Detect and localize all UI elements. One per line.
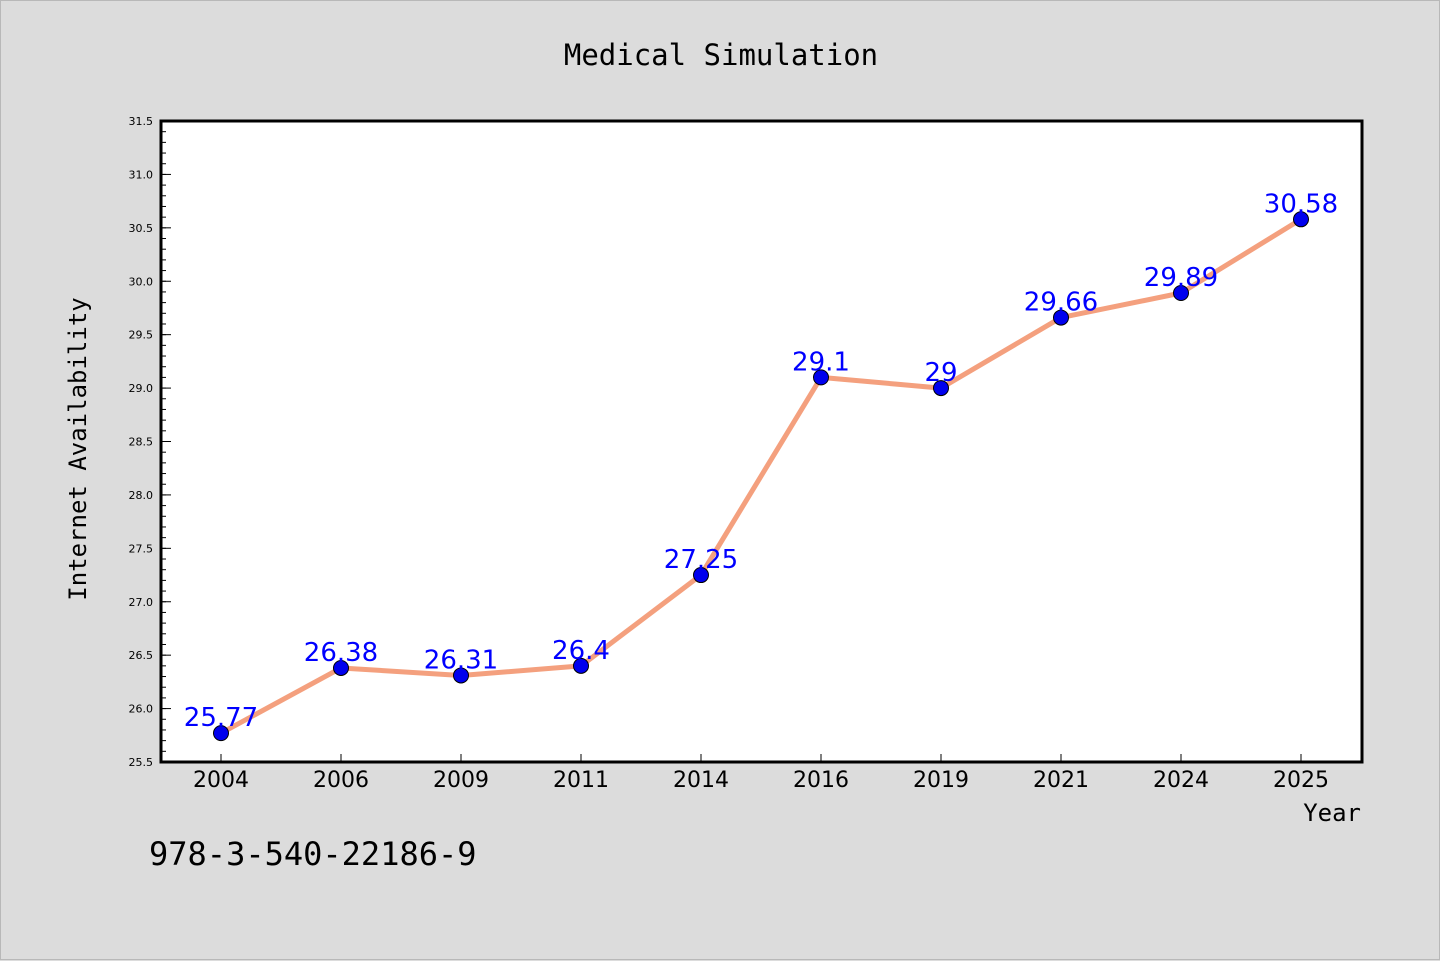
y-tick-label: 26.0	[129, 703, 154, 716]
y-tick-label: 26.5	[129, 649, 154, 662]
data-label: 27.25	[664, 545, 738, 575]
x-tick-label: 2021	[1033, 768, 1089, 793]
y-axis: 25.5 26.0 26.5 27.0 27.5 28.0 28.5 29.0 29.5 30.0…	[129, 115, 171, 769]
data-point	[813, 369, 829, 386]
y-tick-label: 30.5	[129, 222, 154, 235]
data-point	[1293, 211, 1309, 228]
x-tick-label: 2011	[553, 768, 609, 793]
y-tick-label: 29.0	[129, 382, 154, 395]
data-point	[573, 657, 589, 674]
series-line	[218, 216, 1304, 736]
y-tick-label: 29.5	[129, 329, 154, 342]
x-tick-label: 2009	[433, 768, 489, 793]
data-label: 29.89	[1144, 263, 1218, 293]
data-label: 26.38	[304, 638, 378, 668]
data-point	[333, 659, 349, 676]
x-tick-label: 2016	[793, 768, 849, 793]
x-tick-label: 2024	[1153, 768, 1209, 793]
y-tick-label: 28.0	[129, 489, 154, 502]
data-labels: 25.77 26.38 26.31 26.4 27.25 29.1 29 29.66 29.89…	[184, 189, 1338, 733]
data-point	[933, 380, 949, 397]
data-label: 30.58	[1264, 189, 1338, 219]
data-point	[453, 667, 469, 684]
y-tick-label: 27.0	[129, 596, 154, 609]
data-point	[1173, 285, 1189, 302]
data-label: 26.31	[424, 645, 498, 675]
data-label: 26.4	[552, 636, 610, 666]
x-tick-label: 2014	[673, 768, 729, 793]
footer-code: 978-3-540-22186-9	[149, 835, 477, 873]
x-tick-label: 2004	[193, 768, 249, 793]
data-point	[693, 567, 709, 584]
data-point	[213, 725, 229, 742]
series-markers	[213, 211, 1309, 742]
x-tick-label: 2025	[1273, 768, 1329, 793]
y-axis-label: Internet Availability	[64, 297, 92, 600]
plot-area	[159, 119, 1364, 764]
y-tick-label: 25.5	[129, 756, 154, 769]
y-tick-label: 30.0	[129, 275, 154, 288]
data-label: 29.66	[1024, 288, 1098, 318]
data-label: 29.1	[792, 347, 850, 377]
data-label: 29	[924, 358, 957, 388]
x-tick-label: 2019	[913, 768, 969, 793]
x-axis: 2004 2006 2009 2011 2014 2016 2019 2021 2024 2025	[193, 754, 1329, 793]
y-tick-label: 31.5	[129, 115, 154, 128]
y-tick-label: 27.5	[129, 542, 154, 555]
x-axis-label: Year	[1303, 799, 1361, 827]
y-tick-label: 28.5	[129, 436, 154, 449]
y-tick-label: 31.0	[129, 168, 154, 181]
data-point	[1053, 309, 1069, 326]
chart-title: Medical Simulation	[564, 38, 878, 72]
x-tick-label: 2006	[313, 768, 369, 793]
data-label: 25.77	[184, 703, 258, 733]
